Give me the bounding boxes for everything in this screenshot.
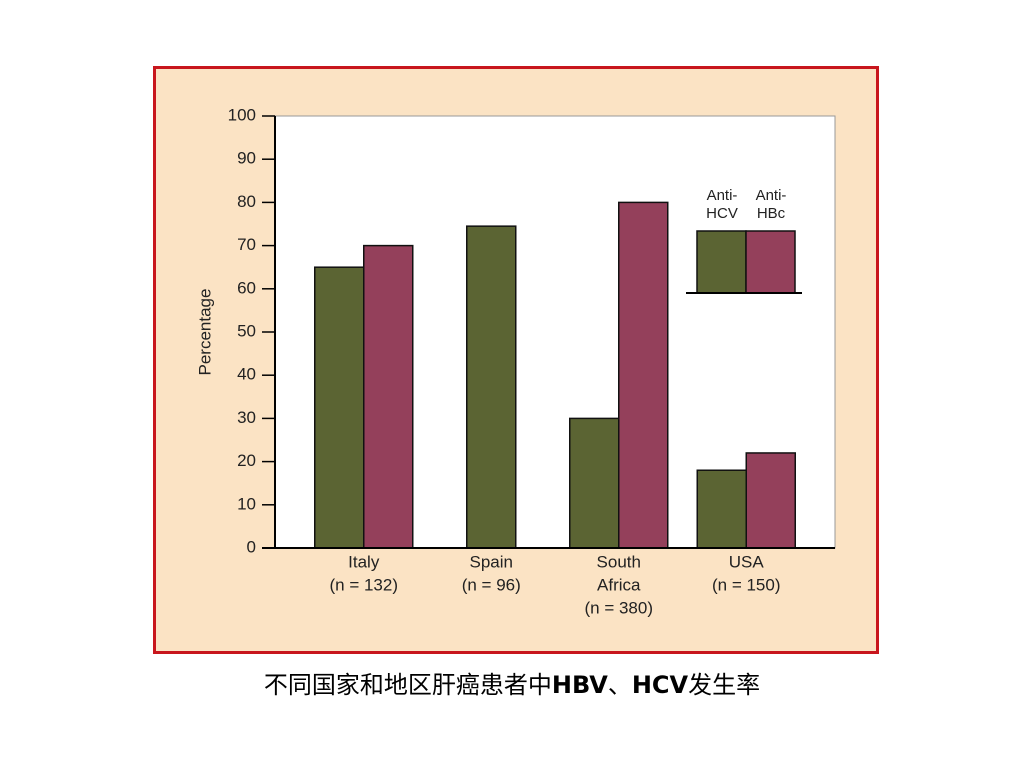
- y-tick-label: 10: [237, 494, 256, 513]
- x-tick-label: (n = 150): [712, 575, 781, 594]
- caption-part: 、: [607, 671, 632, 699]
- y-tick-label: 80: [237, 192, 256, 211]
- legend-label: Anti-HCV: [706, 187, 738, 222]
- y-tick-label: 40: [237, 365, 256, 384]
- y-tick-label: 60: [237, 278, 256, 297]
- caption: 不同国家和地区肝癌患者中HBV、HCV发生率: [0, 665, 1024, 700]
- x-tick-label: Italy: [348, 552, 380, 571]
- bar: [569, 417, 620, 549]
- x-tick-label: Spain: [470, 552, 513, 571]
- x-tick-label: Africa: [597, 575, 641, 594]
- x-tick-label: (n = 132): [329, 575, 398, 594]
- y-axis-label: Percentage: [195, 289, 214, 376]
- legend-label: Anti-HBc: [755, 187, 787, 222]
- y-tick-label: 20: [237, 451, 256, 470]
- x-tick-label: (n = 96): [462, 575, 521, 594]
- caption-part: HBV: [551, 671, 608, 699]
- bar: [696, 469, 747, 549]
- y-tick-label: 90: [237, 149, 256, 168]
- legend-swatch: [745, 230, 796, 294]
- y-tick-label: 0: [247, 537, 256, 556]
- bar: [314, 266, 365, 549]
- y-tick-label: 70: [237, 235, 256, 254]
- bar: [466, 225, 517, 549]
- caption-part: 发生率: [688, 671, 761, 699]
- caption-part: HCV: [631, 671, 689, 699]
- x-tick-label: USA: [729, 552, 765, 571]
- y-tick-label: 100: [228, 105, 256, 124]
- legend-swatch: [696, 230, 747, 294]
- x-tick-label: (n = 380): [584, 598, 653, 617]
- bar: [363, 244, 414, 549]
- y-tick-label: 30: [237, 408, 256, 427]
- y-tick-label: 50: [237, 321, 256, 340]
- x-tick-label: South: [597, 552, 641, 571]
- bar: [618, 201, 669, 549]
- bar: [745, 452, 796, 549]
- caption-part: 不同国家和地区肝癌患者中: [263, 671, 552, 699]
